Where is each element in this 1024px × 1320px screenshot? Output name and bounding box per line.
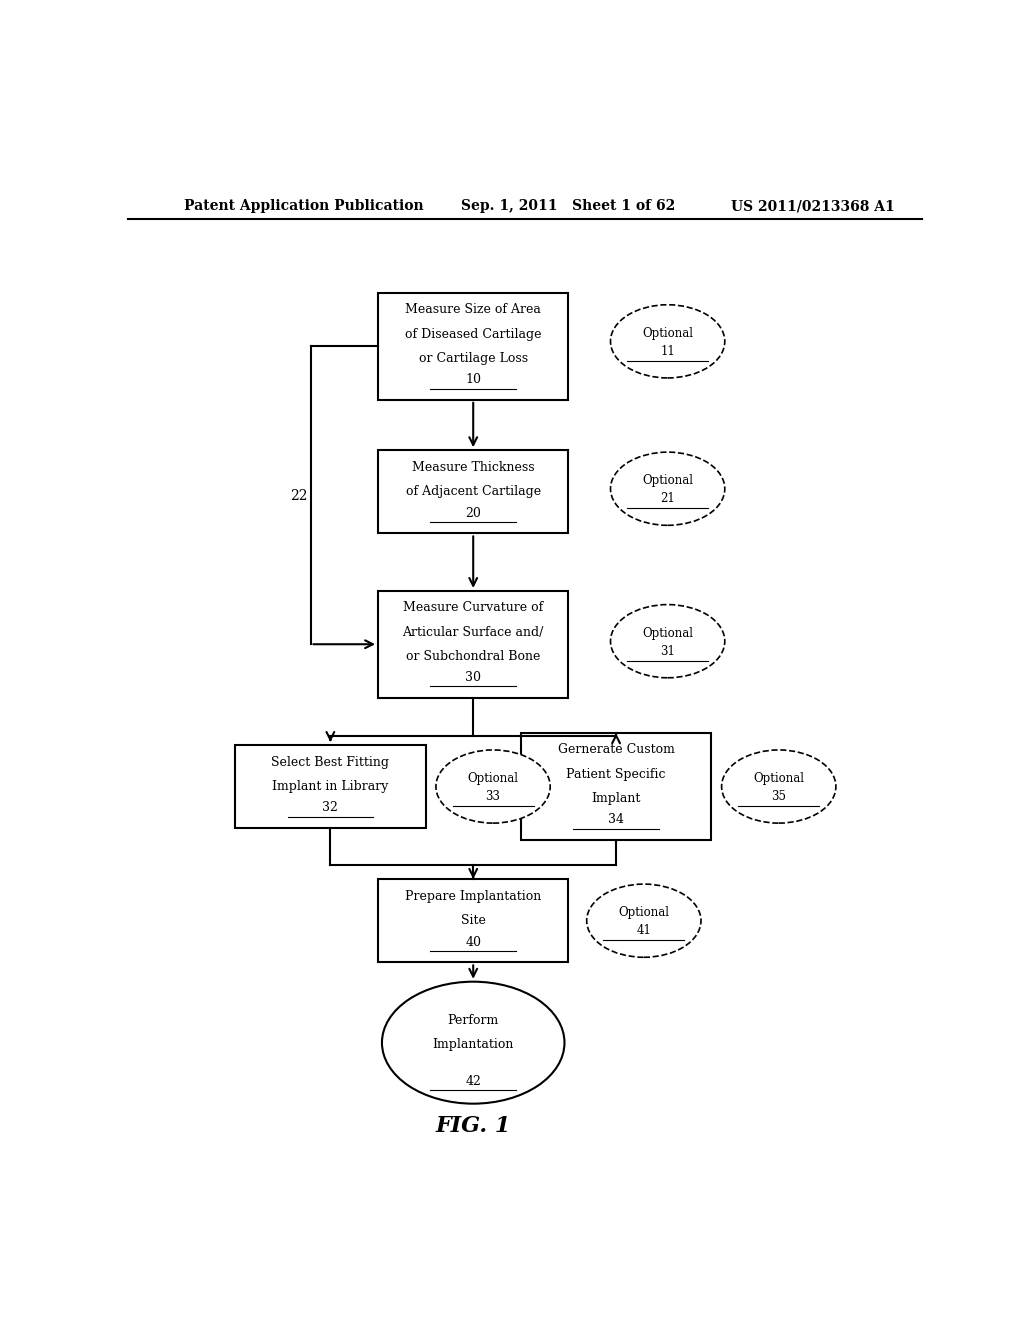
Text: of Adjacent Cartilage: of Adjacent Cartilage xyxy=(406,486,541,498)
Ellipse shape xyxy=(610,453,725,525)
FancyBboxPatch shape xyxy=(378,450,568,533)
Text: Patent Application Publication: Patent Application Publication xyxy=(183,199,423,213)
Text: Select Best Fitting: Select Best Fitting xyxy=(271,755,389,768)
Text: 42: 42 xyxy=(465,1074,481,1088)
Text: Implantation: Implantation xyxy=(432,1039,514,1051)
Text: Site: Site xyxy=(461,915,485,927)
Text: 22: 22 xyxy=(290,488,307,503)
Text: Measure Curvature of: Measure Curvature of xyxy=(403,601,544,614)
Text: 33: 33 xyxy=(485,791,501,803)
FancyBboxPatch shape xyxy=(378,591,568,697)
Text: Implant in Library: Implant in Library xyxy=(272,780,388,793)
Text: Sep. 1, 2011   Sheet 1 of 62: Sep. 1, 2011 Sheet 1 of 62 xyxy=(461,199,676,213)
Text: Optional: Optional xyxy=(468,772,518,785)
Text: Optional: Optional xyxy=(618,906,670,919)
FancyBboxPatch shape xyxy=(521,733,712,840)
Text: Optional: Optional xyxy=(642,627,693,640)
Text: or Subchondral Bone: or Subchondral Bone xyxy=(407,649,541,663)
Text: 31: 31 xyxy=(660,645,675,657)
Text: Articular Surface and/: Articular Surface and/ xyxy=(402,626,544,639)
Text: Measure Size of Area: Measure Size of Area xyxy=(406,304,541,317)
Text: 10: 10 xyxy=(465,374,481,385)
Text: 34: 34 xyxy=(608,813,624,826)
Ellipse shape xyxy=(610,605,725,677)
Text: Perform: Perform xyxy=(447,1014,499,1027)
FancyBboxPatch shape xyxy=(236,744,426,828)
Text: 20: 20 xyxy=(465,507,481,520)
Text: US 2011/0213368 A1: US 2011/0213368 A1 xyxy=(731,199,895,213)
Text: Optional: Optional xyxy=(642,474,693,487)
Text: 35: 35 xyxy=(771,791,786,803)
Text: 30: 30 xyxy=(465,671,481,684)
Text: Prepare Implantation: Prepare Implantation xyxy=(406,890,542,903)
Text: Optional: Optional xyxy=(642,327,693,339)
Text: 40: 40 xyxy=(465,936,481,949)
Ellipse shape xyxy=(587,884,701,957)
Text: or Cartilage Loss: or Cartilage Loss xyxy=(419,352,527,366)
Text: 41: 41 xyxy=(636,924,651,937)
Ellipse shape xyxy=(722,750,836,824)
Text: FIG. 1: FIG. 1 xyxy=(435,1115,511,1137)
Text: Optional: Optional xyxy=(754,772,804,785)
Ellipse shape xyxy=(382,982,564,1104)
Text: Implant: Implant xyxy=(592,792,641,805)
Text: Measure Thickness: Measure Thickness xyxy=(412,461,535,474)
Ellipse shape xyxy=(610,305,725,378)
Text: 21: 21 xyxy=(660,492,675,506)
FancyBboxPatch shape xyxy=(378,293,568,400)
FancyBboxPatch shape xyxy=(378,879,568,962)
Text: of Diseased Cartilage: of Diseased Cartilage xyxy=(404,327,542,341)
Text: Patient Specific: Patient Specific xyxy=(566,768,666,781)
Ellipse shape xyxy=(436,750,550,824)
Text: Gernerate Custom: Gernerate Custom xyxy=(558,743,675,756)
Text: 11: 11 xyxy=(660,345,675,358)
Text: 32: 32 xyxy=(323,801,338,814)
